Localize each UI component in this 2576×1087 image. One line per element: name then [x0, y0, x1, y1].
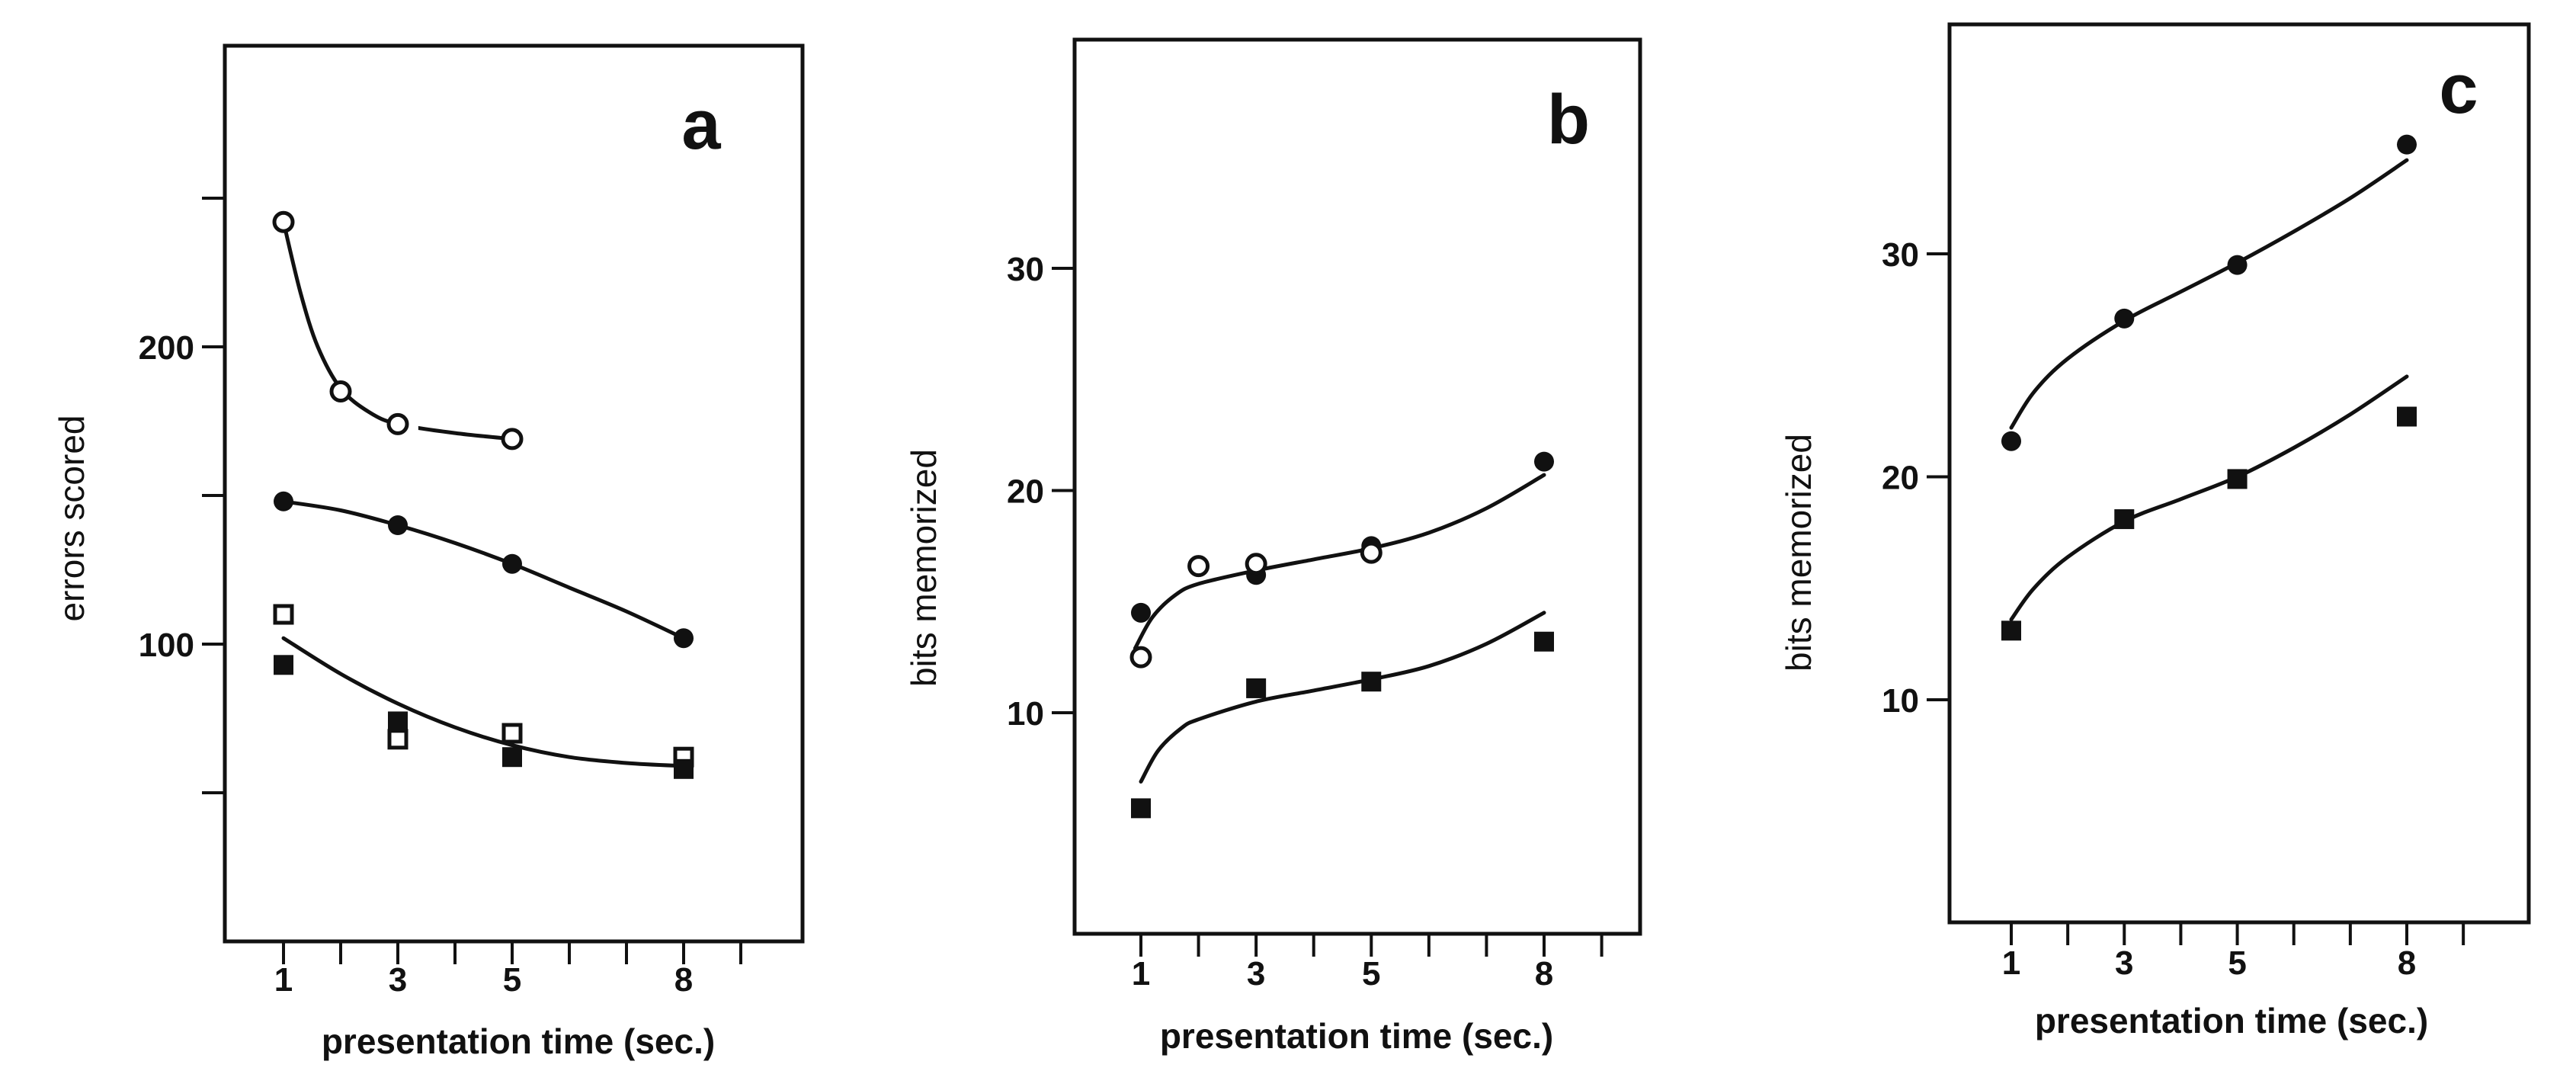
plot-frame [1072, 37, 1642, 936]
x-axis-title: presentation time (sec.) [322, 1021, 715, 1061]
x-tick-label: 1 [2002, 944, 2020, 982]
data-point [387, 729, 409, 750]
fit-curve [1139, 611, 1546, 784]
data-point [386, 412, 409, 435]
series-filled-square [1131, 611, 1554, 819]
fit-curve [1133, 473, 1546, 650]
data-point [1534, 451, 1554, 472]
y-tick-label: 30 [1007, 251, 1044, 288]
chart-panel-a: 1 3 5 8 100 200 presentation time (sec.) errors… [52, 43, 805, 1061]
y-tick-label: 30 [1882, 236, 1919, 274]
x-tick-label: 5 [503, 961, 521, 999]
y-axis-title: bits memorized [904, 449, 944, 687]
chart-panel-c: 1 3 5 8 10 20 30 presentation time (sec.) bits m… [1779, 22, 2531, 1041]
panel-letter: a [681, 86, 721, 164]
data-point [501, 428, 524, 451]
fit-curve [281, 636, 686, 768]
x-tick-label: 5 [1362, 955, 1380, 992]
data-point [274, 655, 293, 675]
panel-letter: c [2439, 50, 2478, 128]
plot-frame [1947, 22, 2531, 925]
plot-frame [223, 43, 805, 944]
data-point [674, 628, 694, 649]
x-axis-title: presentation time (sec.) [2035, 1001, 2428, 1041]
data-point [329, 380, 352, 402]
fit-curve [2009, 158, 2409, 430]
y-tick-label: 10 [1882, 682, 1919, 720]
fit-curve [281, 220, 514, 441]
y-tick-label: 200 [139, 329, 194, 367]
x-axis-title: presentation time (sec.) [1160, 1016, 1553, 1056]
x-tick-label: 3 [389, 961, 407, 999]
series-filled-square [274, 636, 694, 779]
data-point [1187, 555, 1210, 578]
data-point [388, 515, 408, 535]
data-point [2227, 255, 2248, 275]
x-tick-label: 8 [2398, 944, 2416, 982]
data-point [674, 758, 694, 779]
series-filled-circle [2001, 134, 2417, 451]
x-tick-label: 3 [2115, 944, 2133, 982]
data-point [1131, 798, 1151, 819]
series-open-circle [1129, 473, 1546, 669]
data-point [2001, 620, 2021, 641]
y-axis-title: bits memorized [1779, 434, 1818, 672]
data-point [1246, 678, 1267, 698]
panel-letter: b [1547, 81, 1590, 159]
x-tick-label: 1 [274, 961, 293, 999]
data-point [2001, 431, 2021, 451]
data-point [2114, 308, 2135, 329]
data-point [1129, 646, 1152, 669]
data-point [2227, 469, 2248, 489]
x-tick-label: 8 [674, 961, 693, 999]
data-point [502, 747, 522, 768]
y-tick-label: 20 [1882, 460, 1919, 497]
data-point [1131, 602, 1151, 623]
data-point [501, 723, 523, 744]
data-point [274, 491, 293, 511]
series-open-circle [272, 210, 524, 451]
data-point [502, 553, 522, 574]
data-point [1534, 631, 1554, 652]
chart-panel-b: 1 3 5 8 10 20 30 presentation time (sec.) bits m… [904, 37, 1642, 1056]
data-point [2397, 406, 2417, 427]
series-filled-square [2001, 374, 2417, 641]
data-point [272, 210, 295, 233]
series-filled-circle [1131, 451, 1554, 623]
series-open-square [273, 604, 694, 768]
data-point [273, 604, 294, 625]
data-point [388, 711, 408, 732]
data-point [2114, 509, 2135, 530]
fit-curve [2009, 374, 2409, 622]
fit-curve [281, 499, 686, 640]
x-tick-label: 8 [1535, 955, 1553, 992]
chart-panels: 1 3 5 8 100 200 presentation time (sec.) errors… [52, 22, 2531, 1061]
data-point [1361, 672, 1382, 692]
data-point [1245, 553, 1267, 576]
data-point [2397, 134, 2417, 155]
data-point [1360, 541, 1383, 564]
x-tick-label: 1 [1132, 955, 1150, 992]
series-filled-circle [274, 491, 694, 649]
y-tick-label: 20 [1007, 473, 1044, 511]
y-tick-label: 100 [139, 627, 194, 664]
y-axis-title: errors scored [52, 415, 91, 622]
x-tick-label: 3 [1247, 955, 1265, 992]
x-tick-label: 5 [2228, 944, 2246, 982]
y-tick-label: 10 [1007, 695, 1044, 733]
